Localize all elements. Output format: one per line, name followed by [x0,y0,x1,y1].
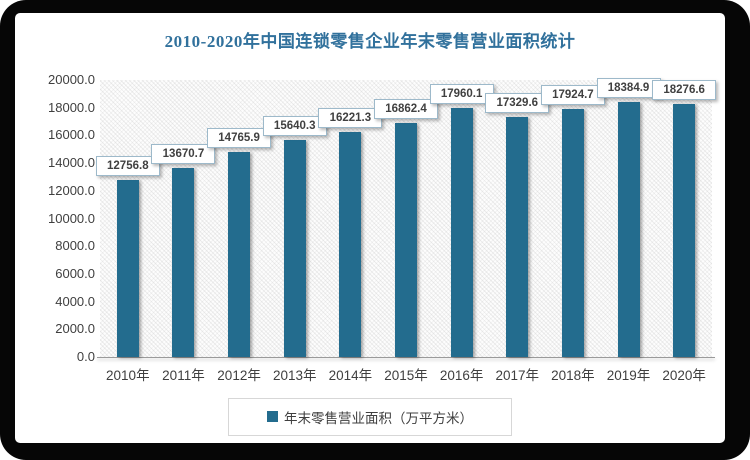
x-axis-tick-label: 2013年 [272,368,317,383]
bar-2013年 [283,140,306,357]
x-axis-tick-label: 2014年 [328,368,373,383]
bar-data-label: 14765.9 [207,128,272,149]
bar-data-label: 17924.7 [540,84,605,105]
bar-2019年 [617,102,640,357]
x-axis-tick-label: 2018年 [551,368,595,383]
y-axis-tick-label: 14000.0 [48,155,95,171]
bar-2012年 [228,152,251,357]
bar-data-label: 12756.8 [95,156,160,177]
bar-2018年 [561,108,584,357]
y-axis-tick-label: 16000.0 [48,127,95,143]
bar-2016年 [450,108,473,357]
x-axis-tick-label: 2011年 [162,368,205,383]
y-axis-tick-label: 0.0 [76,349,95,364]
x-axis-tick-label: 2016年 [439,368,484,383]
bar-data-label: 16221.3 [318,108,383,129]
bar-2020年 [673,103,696,357]
x-axis-tick-label: 2019年 [606,368,651,383]
bar-2011年 [172,167,195,357]
x-axis-tick-label: 2020年 [662,368,706,383]
bar-data-label: 16862.4 [374,99,438,120]
y-axis-tick-label: 6000.0 [55,265,95,281]
bar-data-label: 17960.1 [429,84,494,105]
bar-data-label: 18276.6 [652,79,717,100]
x-axis-tick-label: 2017年 [495,368,540,383]
y-axis-tick-label: 8000.0 [55,238,95,254]
bar-data-label: 13670.7 [151,143,216,164]
y-axis-tick-label: 10000.0 [48,210,95,226]
bar-2014年 [339,132,362,357]
y-axis-tick-label: 20000.0 [48,72,95,87]
bar-data-label: 17329.6 [485,92,550,113]
legend: 年末零售营业面积（万平方米） [228,398,512,436]
bar-2010年 [116,180,139,357]
legend-swatch-icon [267,411,278,423]
y-axis-tick-label: 18000.0 [48,99,95,115]
bar-data-label: 15640.3 [262,116,327,137]
bar-2015年 [395,123,417,357]
x-axis-tick-label: 2010年 [106,368,150,383]
y-axis-tick-label: 2000.0 [55,321,95,337]
chart-title: 2010-2020年中国连锁零售企业年末零售营业面积统计 [164,32,576,51]
y-axis-tick-label: 12000.0 [48,182,95,198]
x-axis-tick-label: 2015年 [384,368,428,383]
chart-panel: 2010-2020年中国连锁零售企业年末零售营业面积统计 20000.0 1800… [15,13,725,443]
x-axis-tick-label: 2012年 [217,368,261,383]
legend-label: 年末零售营业面积（万平方米） [284,411,473,426]
x-axis-line [97,357,715,358]
bar-2017年 [506,116,529,357]
bar-data-label: 18384.9 [596,78,661,99]
y-axis-tick-label: 4000.0 [55,293,95,309]
